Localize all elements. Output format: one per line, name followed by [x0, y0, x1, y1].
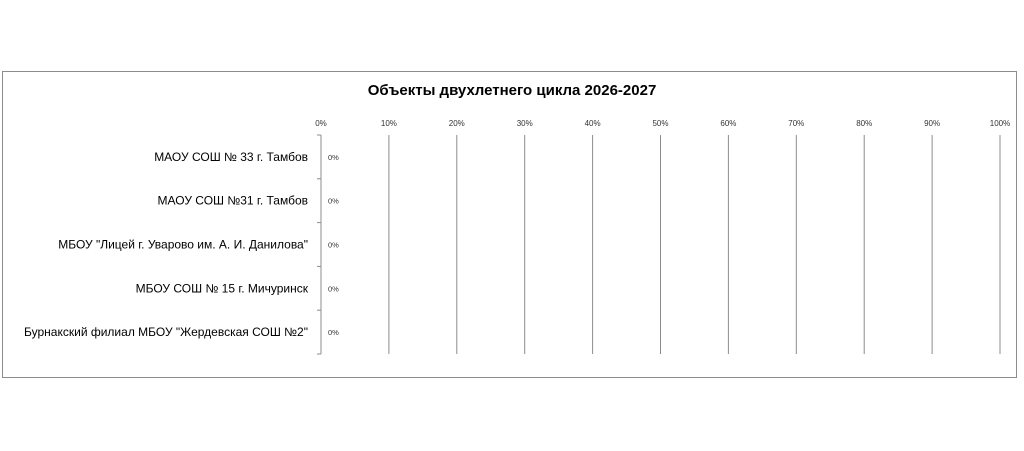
x-tick-label: 40% [585, 119, 601, 128]
x-tick-label: 0% [315, 119, 327, 128]
x-tick-label: 80% [856, 119, 872, 128]
category-label: МАОУ СОШ №31 г. Тамбов [158, 194, 308, 208]
x-tick-label: 90% [924, 119, 940, 128]
category-label: МБОУ "Лицей г. Уварово им. А. И. Данилов… [58, 238, 308, 252]
x-tick-label: 60% [720, 119, 736, 128]
chart-title: Объекты двухлетнего цикла 2026-2027 [367, 82, 657, 99]
x-tick-label: 70% [788, 119, 804, 128]
x-tick-label: 100% [990, 119, 1010, 128]
data-label: 0% [328, 328, 339, 337]
category-label: Бурнакский филиал МБОУ "Жердевская СОШ №… [24, 325, 308, 339]
chart-frame [2, 71, 1017, 378]
data-label: 0% [328, 284, 339, 293]
x-tick-label: 20% [449, 119, 465, 128]
data-label: 0% [328, 197, 339, 206]
data-label: 0% [328, 153, 339, 162]
x-tick-label: 30% [517, 119, 533, 128]
category-label: МАОУ СОШ № 33 г. Тамбов [154, 150, 308, 164]
x-tick-label: 50% [652, 119, 668, 128]
category-label: МБОУ СОШ № 15 г. Мичуринск [136, 281, 309, 295]
data-label: 0% [328, 241, 339, 250]
x-tick-label: 10% [381, 119, 397, 128]
